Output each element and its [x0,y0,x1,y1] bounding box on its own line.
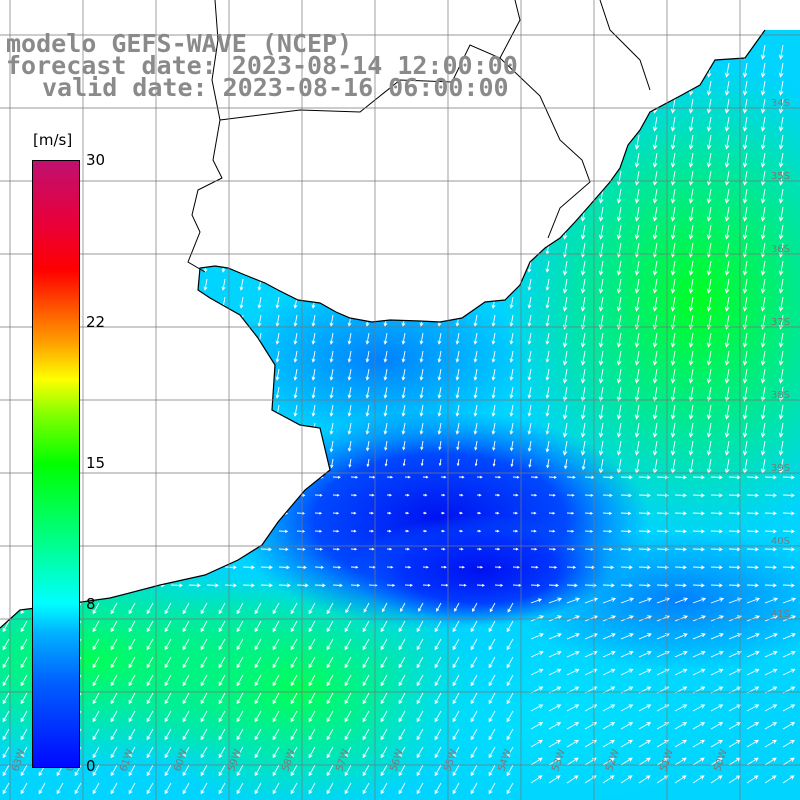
colorbar-unit-label: [m/s] [33,131,73,149]
latitude-labels: 34S 35S 36S 37S 38S 39S 40S 41S [771,98,790,620]
map-title-forecast-date: forecast date: 2023-08-14 12:00:00 [6,51,518,80]
lat-label-35S: 35S [771,171,790,182]
coastline [0,29,766,629]
lat-label-36S: 36S [771,244,790,255]
colorbar-tick-15: 15 [86,454,106,472]
lat-label-38S: 38S [771,390,790,401]
river-border [187,0,651,273]
lat-label-40S: 40S [771,536,790,547]
map-title-model: modelo GEFS-WAVE (NCEP) [6,29,353,58]
lat-label-37S: 37S [771,317,790,328]
lat-label-39S: 39S [771,463,790,474]
colorbar [32,160,80,768]
colorbar-tick-22: 22 [86,312,106,331]
colorbar-tick-8: 8 [86,595,96,614]
map-title-valid-date: valid date: 2023-08-16 06:00:00 [42,73,509,102]
colorbar-tick-30: 30 [86,151,106,169]
lat-label-41S: 41S [771,609,790,620]
field-calm-core-2 [350,515,610,625]
lat-label-34S: 34S [771,98,790,109]
colorbar-tick-0: 0 [86,757,96,775]
